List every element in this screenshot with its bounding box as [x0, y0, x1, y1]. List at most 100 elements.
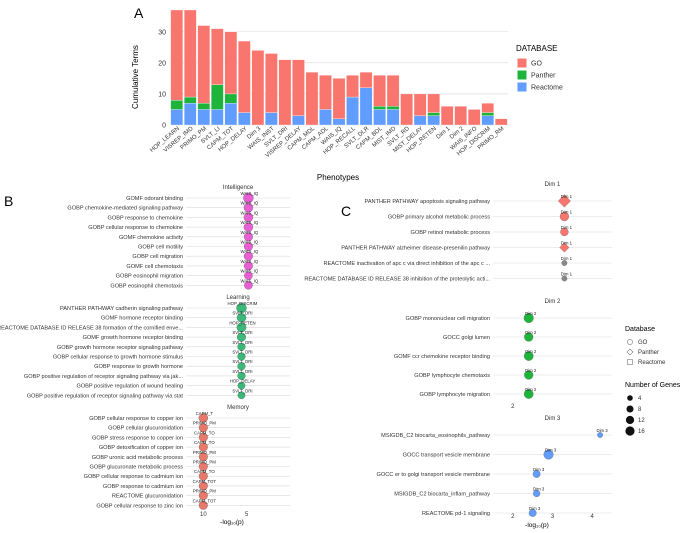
facet-title: Learning — [226, 295, 249, 301]
term-point — [237, 381, 246, 390]
term-label: GOMF chemokine activity — [119, 235, 183, 241]
legend-shape-panther — [626, 348, 634, 356]
bar-go — [238, 40, 251, 113]
phenotype-label: WAIS_IQ — [241, 201, 259, 206]
legend-shape-reactome — [627, 359, 633, 365]
term-label: GOBP response to chemokine — [108, 215, 183, 221]
legend-swatch-panther — [516, 69, 528, 81]
phenotype-label: WAIS_IQ — [241, 249, 259, 254]
bar-reactome — [197, 109, 211, 126]
term-point — [243, 251, 253, 261]
term-label: GOBP lymphocyte chemotaxis — [414, 373, 490, 379]
dimension-label: Dim 2 — [525, 387, 537, 392]
phenotype-label: SVLT_DRI — [232, 340, 252, 345]
term-point — [243, 203, 254, 213]
bar-reactome — [413, 115, 427, 126]
size-legend-dot — [625, 426, 635, 436]
term-label: REACTOME glucuronidation — [112, 494, 183, 500]
term-point — [198, 442, 208, 452]
bar-go — [197, 25, 211, 104]
bar-go — [481, 103, 494, 113]
term-label: GOBP retinol metabolic process — [411, 230, 491, 236]
panel-a-x-ticks: HOP_LEARNVISREP_IMDPRIMO_PMSVLT_LICAPM_T… — [149, 126, 505, 160]
bar-go — [251, 50, 265, 126]
dimension-label: Dim 3 — [545, 448, 557, 453]
term-label: GOBP detoxification of copper ion — [99, 445, 183, 451]
facet-title: Intelligence — [223, 185, 254, 191]
bar-go — [413, 93, 427, 116]
term-point — [533, 489, 541, 498]
panel-a-bars — [170, 9, 508, 126]
term-label: GOBP mononuclear cell migration — [406, 316, 490, 322]
legend-label: Panther — [638, 350, 659, 356]
bar-panther — [481, 112, 494, 116]
term-label: REACTOME DATABASE ID RELEASE 38 inhibiti… — [304, 277, 490, 283]
y-tick-label: 20 — [158, 60, 166, 67]
term-point — [243, 192, 254, 204]
bar-reactome — [319, 109, 332, 126]
term-point — [198, 500, 208, 510]
term-point — [528, 509, 537, 517]
phenotype-label: WAIS_IQ — [241, 230, 259, 235]
phenotype-label: WAIS_IQ — [241, 210, 259, 215]
bar-reactome — [224, 103, 238, 126]
term-label: GOBP eosinophil migration — [116, 274, 183, 280]
bar-reactome — [359, 87, 373, 126]
term-point — [560, 227, 569, 237]
legend-swatch-go — [516, 57, 528, 69]
dimension-label: Dim 1 — [561, 256, 573, 261]
phenotype-label: CAPM_TOT — [193, 479, 217, 484]
term-point — [236, 322, 247, 333]
phenotype-label: HOP_RETEN — [229, 320, 255, 325]
term-label: GOBP stress response to copper ion — [92, 435, 183, 441]
term-label: GOMF ccr chemokine receptor binding — [394, 354, 490, 360]
size-legend-dot — [626, 405, 634, 413]
bar-panther — [427, 112, 440, 116]
term-point — [532, 470, 541, 478]
bar-reactome — [346, 96, 359, 126]
dimension-label: Dim 3 — [529, 506, 541, 511]
term-point — [198, 491, 208, 501]
bar-go — [454, 106, 467, 126]
panel-b-plot: Intelligence GOMF odorant binding WAIS_IQ G… — [0, 185, 290, 518]
legend-label: GO — [531, 61, 542, 68]
bar-reactome — [184, 103, 197, 126]
size-legend-dot — [625, 415, 635, 425]
term-label: GOBP cellular response to cadmium ion — [84, 474, 183, 480]
x-tick-label: 4 — [590, 514, 594, 520]
dimension-label: Dim 3 — [596, 428, 608, 433]
dimension-label: Dim 2 — [525, 330, 537, 335]
dimension-label: Dim 1 — [561, 241, 573, 246]
term-point — [243, 232, 253, 242]
bar-reactome — [481, 115, 494, 126]
term-label: REACTOME DATABASE ID RELEASE 38 formatio… — [0, 325, 183, 331]
phenotype-label: WAIS_IQ — [241, 240, 259, 245]
x-tick-label: Dim 1 — [436, 126, 452, 141]
term-label: GOBP uronic acid metabolic process — [92, 455, 184, 461]
term-label: GOBP cellular glucuronidation — [108, 426, 183, 432]
bar-panther — [224, 93, 238, 104]
x-tick-label: 3 — [551, 514, 555, 520]
term-point — [236, 302, 247, 314]
bar-reactome — [292, 115, 305, 126]
phenotype-label: SVLT_DRI — [232, 311, 252, 316]
legend-label: Panther — [531, 73, 556, 80]
bar-go — [319, 75, 332, 110]
term-label: PANTHER PATHWAY apoptosis signaling path… — [365, 199, 491, 205]
phenotype-label: CAPM_TO — [194, 430, 215, 435]
term-label: GOBP glucuronate metabolic process — [90, 465, 184, 471]
term-label: GOBP cell motility — [138, 245, 183, 251]
phenotype-label: WAIS_IQ — [241, 269, 259, 274]
term-label: GOMF growth hormone receptor binding — [83, 335, 183, 341]
facet-title: Dim 1 — [545, 182, 561, 188]
term-point — [244, 271, 253, 280]
x-tick-label: 10 — [200, 512, 207, 518]
phenotype-label: WAIS_IQ — [241, 278, 259, 283]
bar-go — [211, 28, 224, 85]
term-point — [198, 423, 208, 433]
phenotype-label: CAPM_TOT — [193, 498, 217, 503]
bar-go — [346, 75, 359, 98]
bar-panther — [211, 84, 224, 110]
term-label: GOBP positive regulation of wound healin… — [76, 384, 183, 390]
